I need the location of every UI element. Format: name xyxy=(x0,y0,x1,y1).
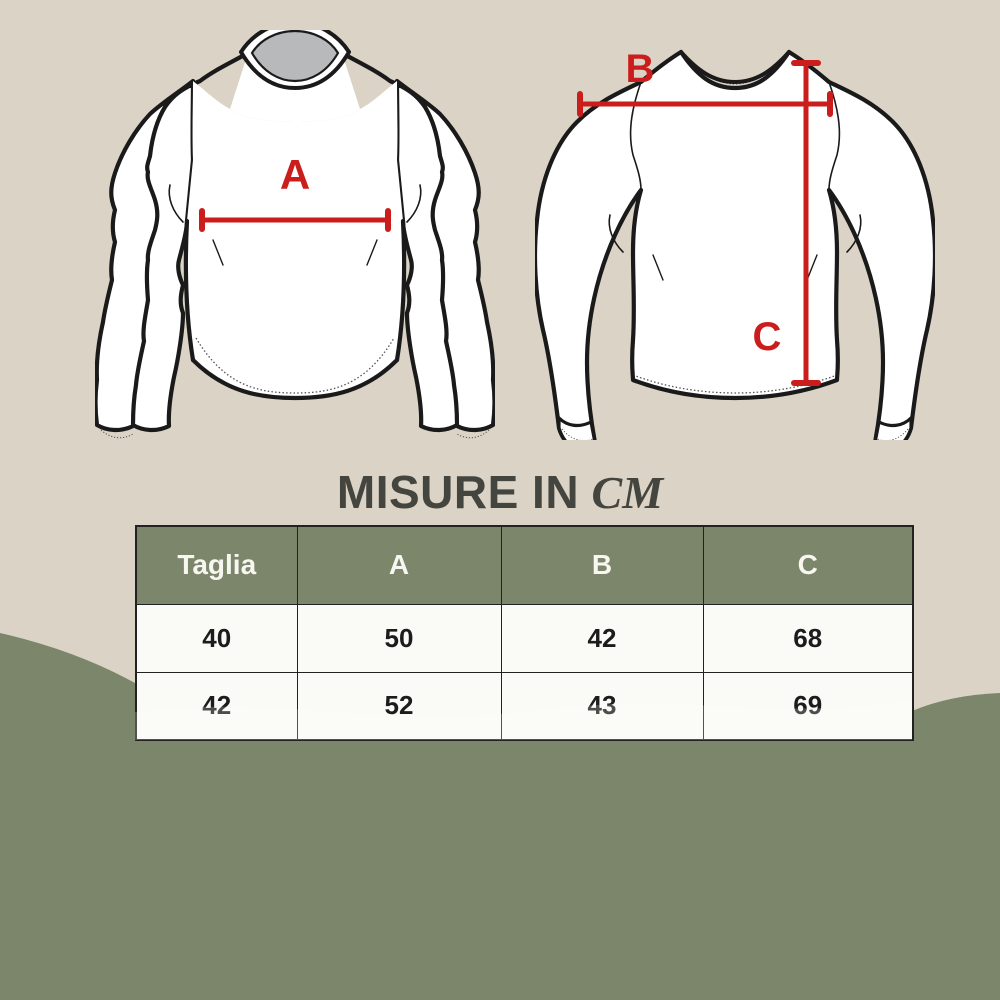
svg-text:A: A xyxy=(280,151,310,198)
svg-text:B: B xyxy=(626,47,655,91)
svg-text:C: C xyxy=(753,315,782,359)
